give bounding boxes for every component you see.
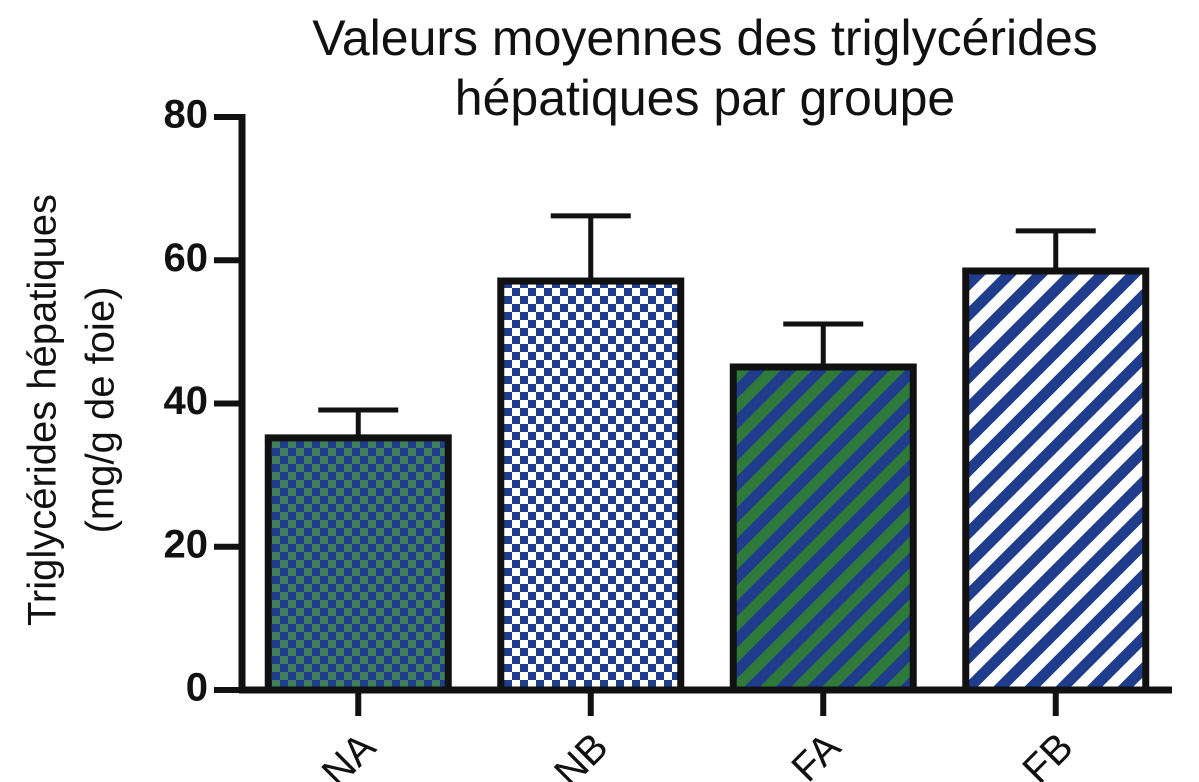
y-tick-label: 0: [186, 666, 208, 710]
bar: [729, 363, 917, 694]
x-tick-label: FA: [783, 724, 849, 782]
x-tick-label: FB: [1014, 725, 1081, 782]
y-tick-label: 40: [164, 379, 209, 423]
bar: [962, 267, 1150, 694]
chart-title: Valeurs moyennes des triglycérides: [312, 10, 1098, 66]
x-tick-label: NA: [314, 725, 385, 782]
y-axis-label: (mg/g de foie): [79, 287, 123, 534]
chart-title: hépatiques par groupe: [455, 70, 955, 126]
y-tick-label: 20: [164, 522, 209, 566]
y-tick-label: 60: [164, 236, 209, 280]
bar: [497, 277, 685, 694]
bar: [264, 434, 452, 694]
y-axis-label: Triglycérides hépatiques: [21, 194, 65, 626]
x-tick-label: NB: [546, 725, 616, 782]
y-tick-label: 80: [164, 93, 209, 137]
